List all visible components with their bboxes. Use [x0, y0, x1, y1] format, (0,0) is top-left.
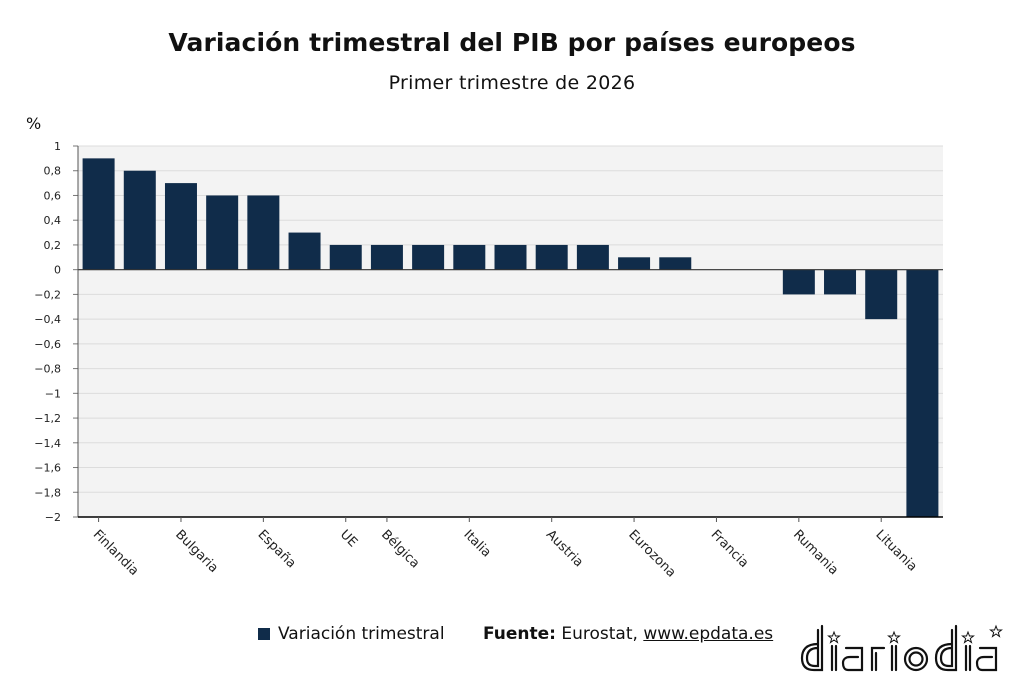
- x-tick-label: Lituania: [872, 527, 919, 574]
- bar: [453, 244, 486, 270]
- y-tick-label: 0,8: [44, 165, 62, 178]
- y-tick-label: −1,6: [34, 462, 61, 475]
- y-tick-label: −1,4: [34, 437, 61, 450]
- x-tick-label: España: [255, 527, 299, 571]
- bar: [123, 170, 156, 270]
- bar: [82, 158, 115, 270]
- y-tick-label: 0,2: [44, 239, 62, 252]
- y-tick-label: 1: [54, 140, 61, 153]
- bar: [824, 269, 857, 295]
- bar: [164, 183, 197, 270]
- legend-label: Variación trimestral: [278, 624, 445, 644]
- x-tick-label: Italia: [460, 527, 493, 560]
- bar: [412, 244, 445, 270]
- y-axis-unit-label: %: [26, 114, 42, 133]
- legend: Variación trimestral: [258, 624, 445, 644]
- y-tick-label: −0,4: [34, 313, 61, 326]
- bar: [370, 244, 403, 270]
- x-tick-label: Austria: [543, 527, 586, 570]
- source-label: Fuente:: [483, 624, 556, 644]
- y-tick-label: −1,8: [34, 486, 61, 499]
- y-tick-label: −1,2: [34, 412, 61, 425]
- source-name: Eurostat,: [561, 624, 638, 644]
- bar: [576, 244, 609, 270]
- chart-title: Variación trimestral del PIB por países …: [168, 28, 856, 57]
- bar: [865, 269, 898, 320]
- bar: [494, 244, 527, 270]
- x-tick-label: Finlandia: [90, 527, 142, 579]
- x-tick-label: Rumania: [790, 527, 841, 578]
- y-tick-label: −0,6: [34, 338, 61, 351]
- bar: [288, 232, 321, 270]
- bar: [329, 244, 362, 270]
- y-tick-label: 0,6: [44, 189, 62, 202]
- y-tick-label: 0: [54, 264, 61, 277]
- source-note: Fuente: Eurostat, www.epdata.es: [483, 624, 773, 644]
- y-tick-label: −1: [45, 387, 61, 400]
- bar: [618, 257, 651, 270]
- y-tick-label: 0,4: [44, 214, 62, 227]
- bar: [535, 244, 568, 270]
- y-tick-label: −0,2: [34, 288, 61, 301]
- bar: [659, 257, 692, 270]
- x-tick-label: UE: [337, 527, 360, 550]
- x-tick-label: Bulgaria: [172, 527, 221, 576]
- y-tick-label: −0,8: [34, 363, 61, 376]
- legend-swatch: [258, 628, 270, 640]
- x-tick-label: Francia: [708, 527, 752, 571]
- diario-dia-logo: [800, 624, 1003, 672]
- x-tick-label: Bélgica: [378, 527, 422, 571]
- x-tick-label: Eurozona: [625, 527, 678, 580]
- source-link[interactable]: www.epdata.es: [643, 624, 774, 644]
- bar: [906, 269, 939, 517]
- bar: [782, 269, 815, 295]
- bar: [247, 195, 280, 270]
- bar-chart: 1 0,8 0,6 0,4 0,2 0 −0,2 −0,4 −0,6 −0,8 −1 −1,2 −1,4…: [34, 140, 943, 581]
- y-tick-label: −2: [45, 511, 61, 524]
- chart-subtitle: Primer trimestre de 2026: [388, 72, 636, 94]
- bar: [206, 195, 239, 270]
